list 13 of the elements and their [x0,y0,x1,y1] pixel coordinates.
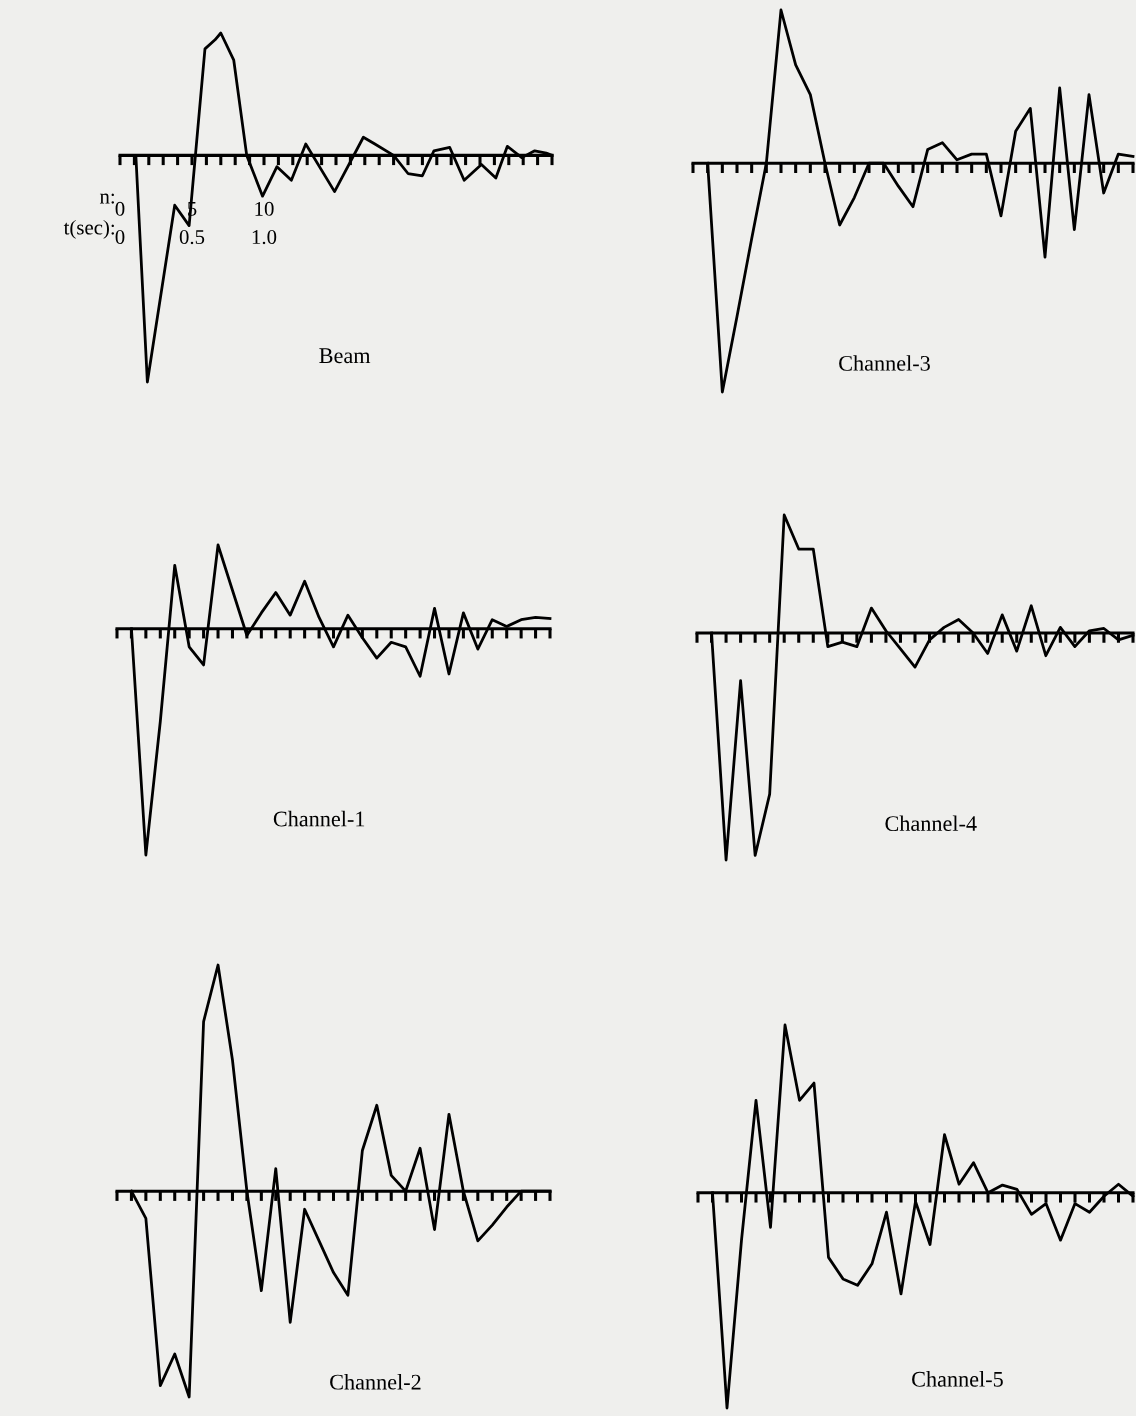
text: Channel-4 [885,815,977,832]
text: Beam [319,348,371,364]
text: Channel-1 [273,810,365,827]
x2-tick-label: 1.0 [252,229,277,245]
x-tick-label: 10 [255,201,274,216]
x2-axis-title: t(sec): [63,219,114,239]
text: Channel-3 [839,355,930,371]
x2-tick-label: 0 [115,229,125,245]
x-axis-title: n: [99,193,114,204]
text: Channel-5 [912,1371,1003,1387]
x2-tick-label: 0.5 [179,229,205,245]
x-tick-label: 0 [115,201,125,216]
text: Channel-2 [330,1373,421,1390]
